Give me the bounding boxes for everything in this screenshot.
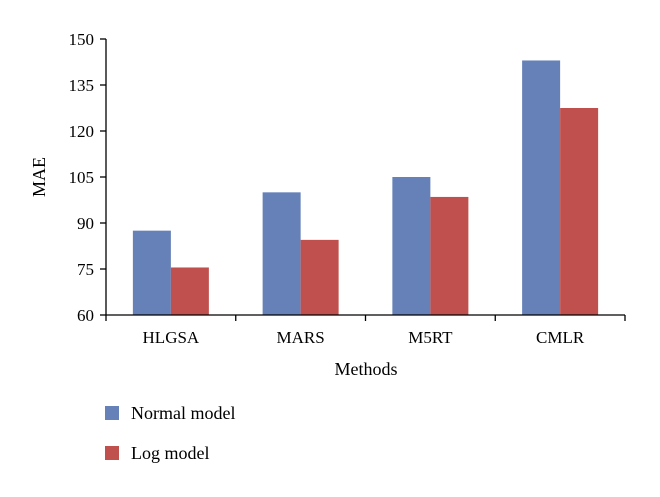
x-tick-label: MARS [277,328,325,347]
y-axis-title: MAE [29,157,49,197]
bar-log-model-m5rt [430,196,469,315]
x-axis-ticks: HLGSA MARS M5RT CMLR [105,315,626,347]
y-tick-label: 135 [69,76,95,95]
bar-normal-model-hlgsa [132,230,171,315]
legend-swatch [105,406,119,420]
bar-log-model-mars [300,239,339,315]
legend-label: Log model [131,443,210,463]
bar-normal-model-mars [262,192,301,315]
y-tick-label: 60 [77,306,94,325]
bar-normal-model-m5rt [392,177,431,315]
y-tick-label: 75 [77,260,94,279]
y-tick-label: 120 [69,122,95,141]
y-tick-label: 150 [69,30,95,49]
x-axis-title: Methods [335,359,398,379]
legend: Normal model Log model [105,403,235,463]
plot-area [132,60,599,315]
y-axis-ticks: 60 75 90 105 120 135 150 [69,30,106,325]
y-tick-label: 90 [77,214,94,233]
x-tick-label: CMLR [536,328,585,347]
legend-swatch [105,446,119,460]
legend-label: Normal model [131,403,235,423]
bar-normal-model-cmlr [522,60,561,315]
y-tick-label: 105 [69,168,95,187]
x-tick-label: HLGSA [143,328,200,347]
bar-log-model-hlgsa [170,267,209,315]
bar-log-model-cmlr [560,108,599,315]
x-tick-label: M5RT [408,328,453,347]
